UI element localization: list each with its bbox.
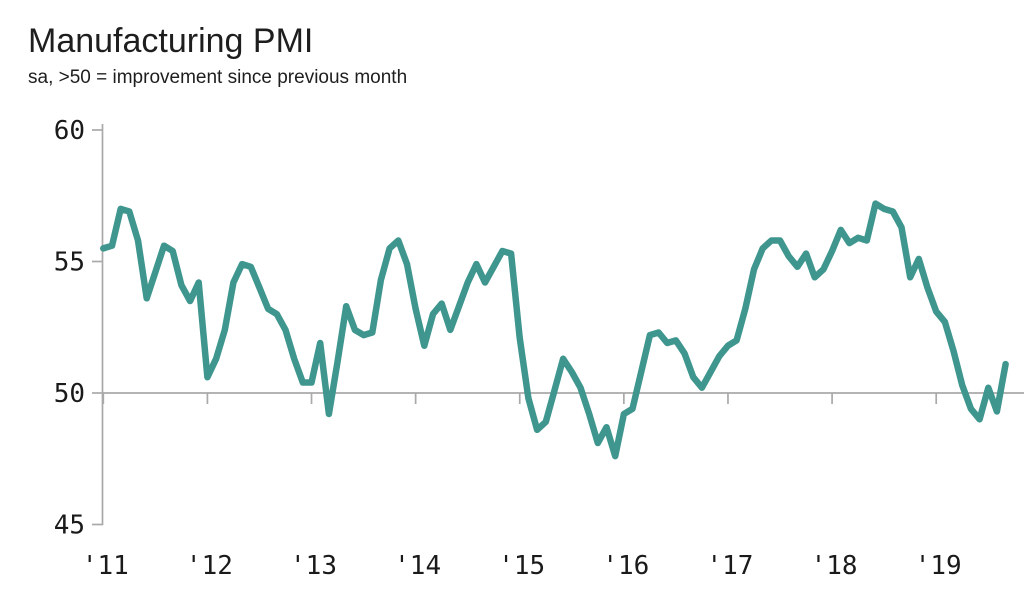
y-tick-label: 45 [54,511,85,541]
x-tick-label: '16 [602,551,649,581]
y-tick-label: 50 [54,379,85,409]
y-tick-label: 60 [54,116,85,146]
x-tick-label: '13 [290,551,337,581]
chart-subtitle: sa, >50 = improvement since previous mon… [28,67,408,88]
y-tick-label: 55 [54,248,85,278]
chart-title: Manufacturing PMI [28,22,314,60]
x-tick-label: '18 [811,551,858,581]
x-tick-label: '11 [82,551,129,581]
x-tick-label: '15 [498,551,545,581]
x-tick-label: '14 [394,551,441,581]
x-tick-label: '12 [186,551,233,581]
x-tick-label: '17 [706,551,753,581]
x-tick-label: '19 [915,551,962,581]
pmi-data-line [100,200,1009,460]
